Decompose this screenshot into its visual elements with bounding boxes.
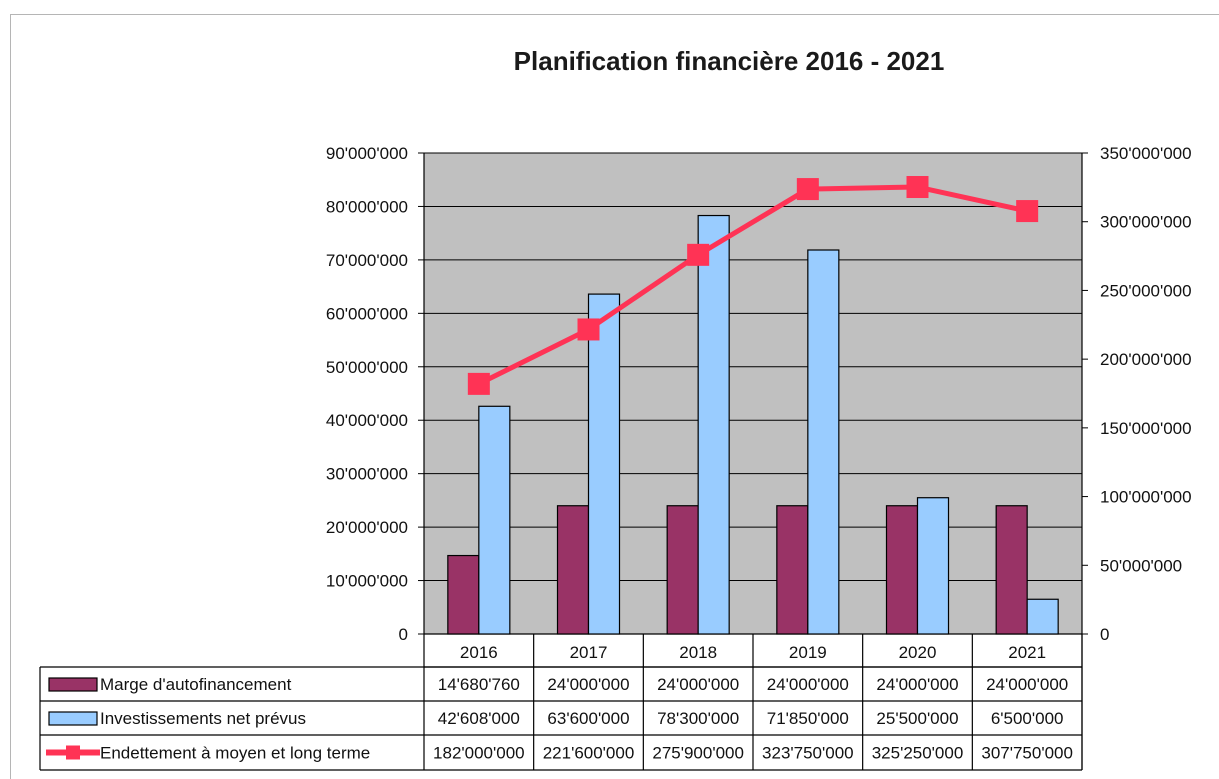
bar <box>447 554 480 635</box>
legend-swatch <box>48 711 98 726</box>
table-cell: 275'900'000 <box>652 744 744 763</box>
bar <box>807 249 840 635</box>
y-tick-label: 60'000'000 <box>326 304 408 323</box>
y2-tick-label: 250'000'000 <box>1100 281 1192 300</box>
y2-tick-label: 50'000'000 <box>1100 556 1182 575</box>
y-tick-label: 40'000'000 <box>326 411 408 430</box>
y2-tick-label: 200'000'000 <box>1100 350 1192 369</box>
line-point <box>687 243 710 266</box>
chart-frame <box>10 14 1219 779</box>
table-cell: 63'600'000 <box>547 709 629 728</box>
table-cell: 307'750'000 <box>981 744 1073 763</box>
y2-tick-label: 0 <box>1100 625 1109 644</box>
bar <box>478 405 511 635</box>
table-cell: 182'000'000 <box>433 744 525 763</box>
table-cell: 24'000'000 <box>547 675 629 694</box>
y2-tick-label: 150'000'000 <box>1100 419 1192 438</box>
table-cell: 78'300'000 <box>657 709 739 728</box>
legend-swatch <box>48 677 98 692</box>
table-cell: 221'600'000 <box>543 744 635 763</box>
table-cell: 325'250'000 <box>872 744 964 763</box>
bar <box>916 497 950 635</box>
table-cell: 24'000'000 <box>986 675 1068 694</box>
bar <box>666 505 699 635</box>
chart-title: Planification financière 2016 - 2021 <box>514 46 945 76</box>
legend-label: Marge d'autofinancement <box>100 675 292 694</box>
table-cell: 24'000'000 <box>657 675 739 694</box>
table-cell: 14'680'760 <box>438 675 520 694</box>
line-point <box>1016 200 1039 223</box>
category-label: 2020 <box>899 643 937 662</box>
y2-tick-label: 350'000'000 <box>1100 144 1192 163</box>
y-tick-label: 0 <box>399 625 408 644</box>
table-cell: 323'750'000 <box>762 744 854 763</box>
line-point <box>577 318 600 341</box>
bar <box>587 293 621 635</box>
bar <box>776 505 809 635</box>
y-tick-label: 10'000'000 <box>326 572 408 591</box>
table-cell: 42'608'000 <box>438 709 520 728</box>
table-cell: 71'850'000 <box>767 709 849 728</box>
y-tick-label: 90'000'000 <box>326 144 408 163</box>
bar <box>1026 598 1059 635</box>
y2-tick-label: 100'000'000 <box>1100 488 1192 507</box>
category-label: 2021 <box>1008 643 1046 662</box>
table-cell: 24'000'000 <box>876 675 958 694</box>
category-label: 2019 <box>789 643 827 662</box>
category-label: 2018 <box>679 643 717 662</box>
table-cell: 24'000'000 <box>767 675 849 694</box>
category-label: 2016 <box>460 643 498 662</box>
line-point <box>906 176 929 199</box>
y2-tick-label: 300'000'000 <box>1100 213 1192 232</box>
bar <box>885 505 919 635</box>
bar <box>995 505 1028 635</box>
line-point <box>796 178 819 201</box>
line-point <box>467 372 490 395</box>
y-tick-label: 70'000'000 <box>326 251 408 270</box>
table-cell: 25'500'000 <box>876 709 958 728</box>
y-tick-label: 30'000'000 <box>326 465 408 484</box>
data-table: 2016 2017 2018 2019 2020 2021 Marge d'autofina… <box>39 634 1083 771</box>
series-line <box>477 184 1028 387</box>
plot-area: 0 10'000'000 20'000'000 30'000'000 40'000'00… <box>326 144 1192 644</box>
y-tick-label: 20'000'000 <box>326 518 408 537</box>
legend-marker <box>66 745 80 760</box>
table-cell: 6'500'000 <box>991 709 1064 728</box>
y-tick-label: 50'000'000 <box>326 358 408 377</box>
category-label: 2017 <box>570 643 608 662</box>
plot-background <box>424 153 1082 634</box>
y-tick-label: 80'000'000 <box>326 197 408 216</box>
bar <box>697 214 730 635</box>
bar <box>556 505 590 635</box>
legend-label: Investissements net prévus <box>100 709 306 728</box>
legend-label: Endettement à moyen et long terme <box>100 744 370 763</box>
